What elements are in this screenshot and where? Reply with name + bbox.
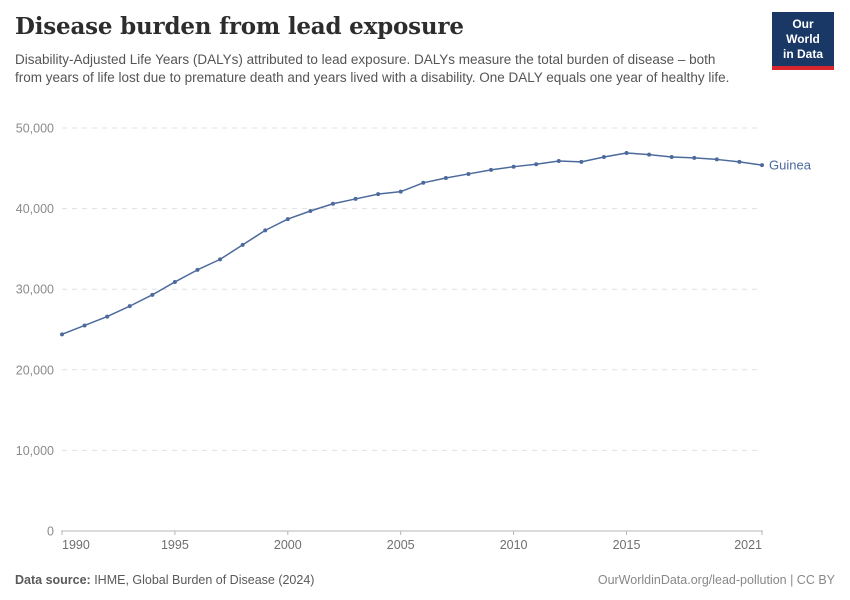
data-point xyxy=(195,267,200,272)
footer-credit: OurWorldinData.org/lead-pollution | CC B… xyxy=(597,573,835,587)
data-point xyxy=(534,162,539,167)
data-point xyxy=(669,155,674,160)
data-point xyxy=(218,257,223,262)
data-point xyxy=(511,164,516,169)
data-point xyxy=(760,163,764,168)
data-point xyxy=(714,157,719,162)
owid-logo: Our World in Data xyxy=(772,12,834,70)
data-source-label: Data source: xyxy=(15,573,91,587)
data-point xyxy=(376,192,381,197)
data-source: Data source: IHME, Global Burden of Dise… xyxy=(15,573,314,587)
data-point xyxy=(579,159,584,164)
data-point xyxy=(263,228,268,233)
y-axis-label: 40,000 xyxy=(16,202,54,216)
x-axis-label: 2005 xyxy=(387,538,415,552)
data-source-text: IHME, Global Burden of Disease (2024) xyxy=(90,573,315,587)
owid-logo-line2: in Data xyxy=(782,47,823,61)
data-point xyxy=(105,314,110,319)
x-axis-label: 2021 xyxy=(734,538,762,552)
y-axis-label: 10,000 xyxy=(16,444,54,458)
series-line xyxy=(61,152,763,336)
data-point xyxy=(443,175,448,180)
chart-footer: Data source: IHME, Global Burden of Dise… xyxy=(15,573,835,587)
x-axis-label: 2015 xyxy=(613,538,641,552)
y-axis-label: 0 xyxy=(47,525,54,539)
owid-logo-line1: Our World xyxy=(786,17,820,46)
data-point xyxy=(624,150,629,155)
data-point xyxy=(172,279,177,284)
data-point xyxy=(601,155,606,160)
data-point xyxy=(466,171,471,176)
y-axis-label: 50,000 xyxy=(16,122,54,136)
x-axis-label: 2000 xyxy=(274,538,302,552)
data-point xyxy=(150,292,155,297)
data-point xyxy=(647,152,652,157)
data-point xyxy=(556,159,561,164)
data-point xyxy=(737,159,742,164)
data-point xyxy=(398,189,403,194)
series-label: Guinea xyxy=(769,158,812,173)
data-point xyxy=(421,180,426,185)
data-point xyxy=(489,167,494,172)
data-point xyxy=(285,217,290,222)
x-axis-label: 1995 xyxy=(161,538,189,552)
data-point xyxy=(308,209,313,214)
data-point xyxy=(692,155,697,160)
line-chart: 0 10,000 20,000 30,000 40,000 50,000 1990 1995 2… xyxy=(16,122,812,553)
page-title: Disease burden from lead exposure xyxy=(15,13,464,40)
chart-subtitle: Disability-Adjusted Life Years (DALYs) a… xyxy=(15,52,730,86)
data-point xyxy=(60,332,64,337)
data-point xyxy=(240,242,245,247)
data-point xyxy=(330,201,335,206)
y-axis-label: 20,000 xyxy=(16,363,54,377)
data-point xyxy=(127,304,132,309)
data-point xyxy=(82,323,87,328)
y-axis-label: 30,000 xyxy=(16,283,54,297)
x-axis-label: 2010 xyxy=(500,538,528,552)
x-axis-label: 1990 xyxy=(62,538,90,552)
data-point xyxy=(353,196,358,201)
